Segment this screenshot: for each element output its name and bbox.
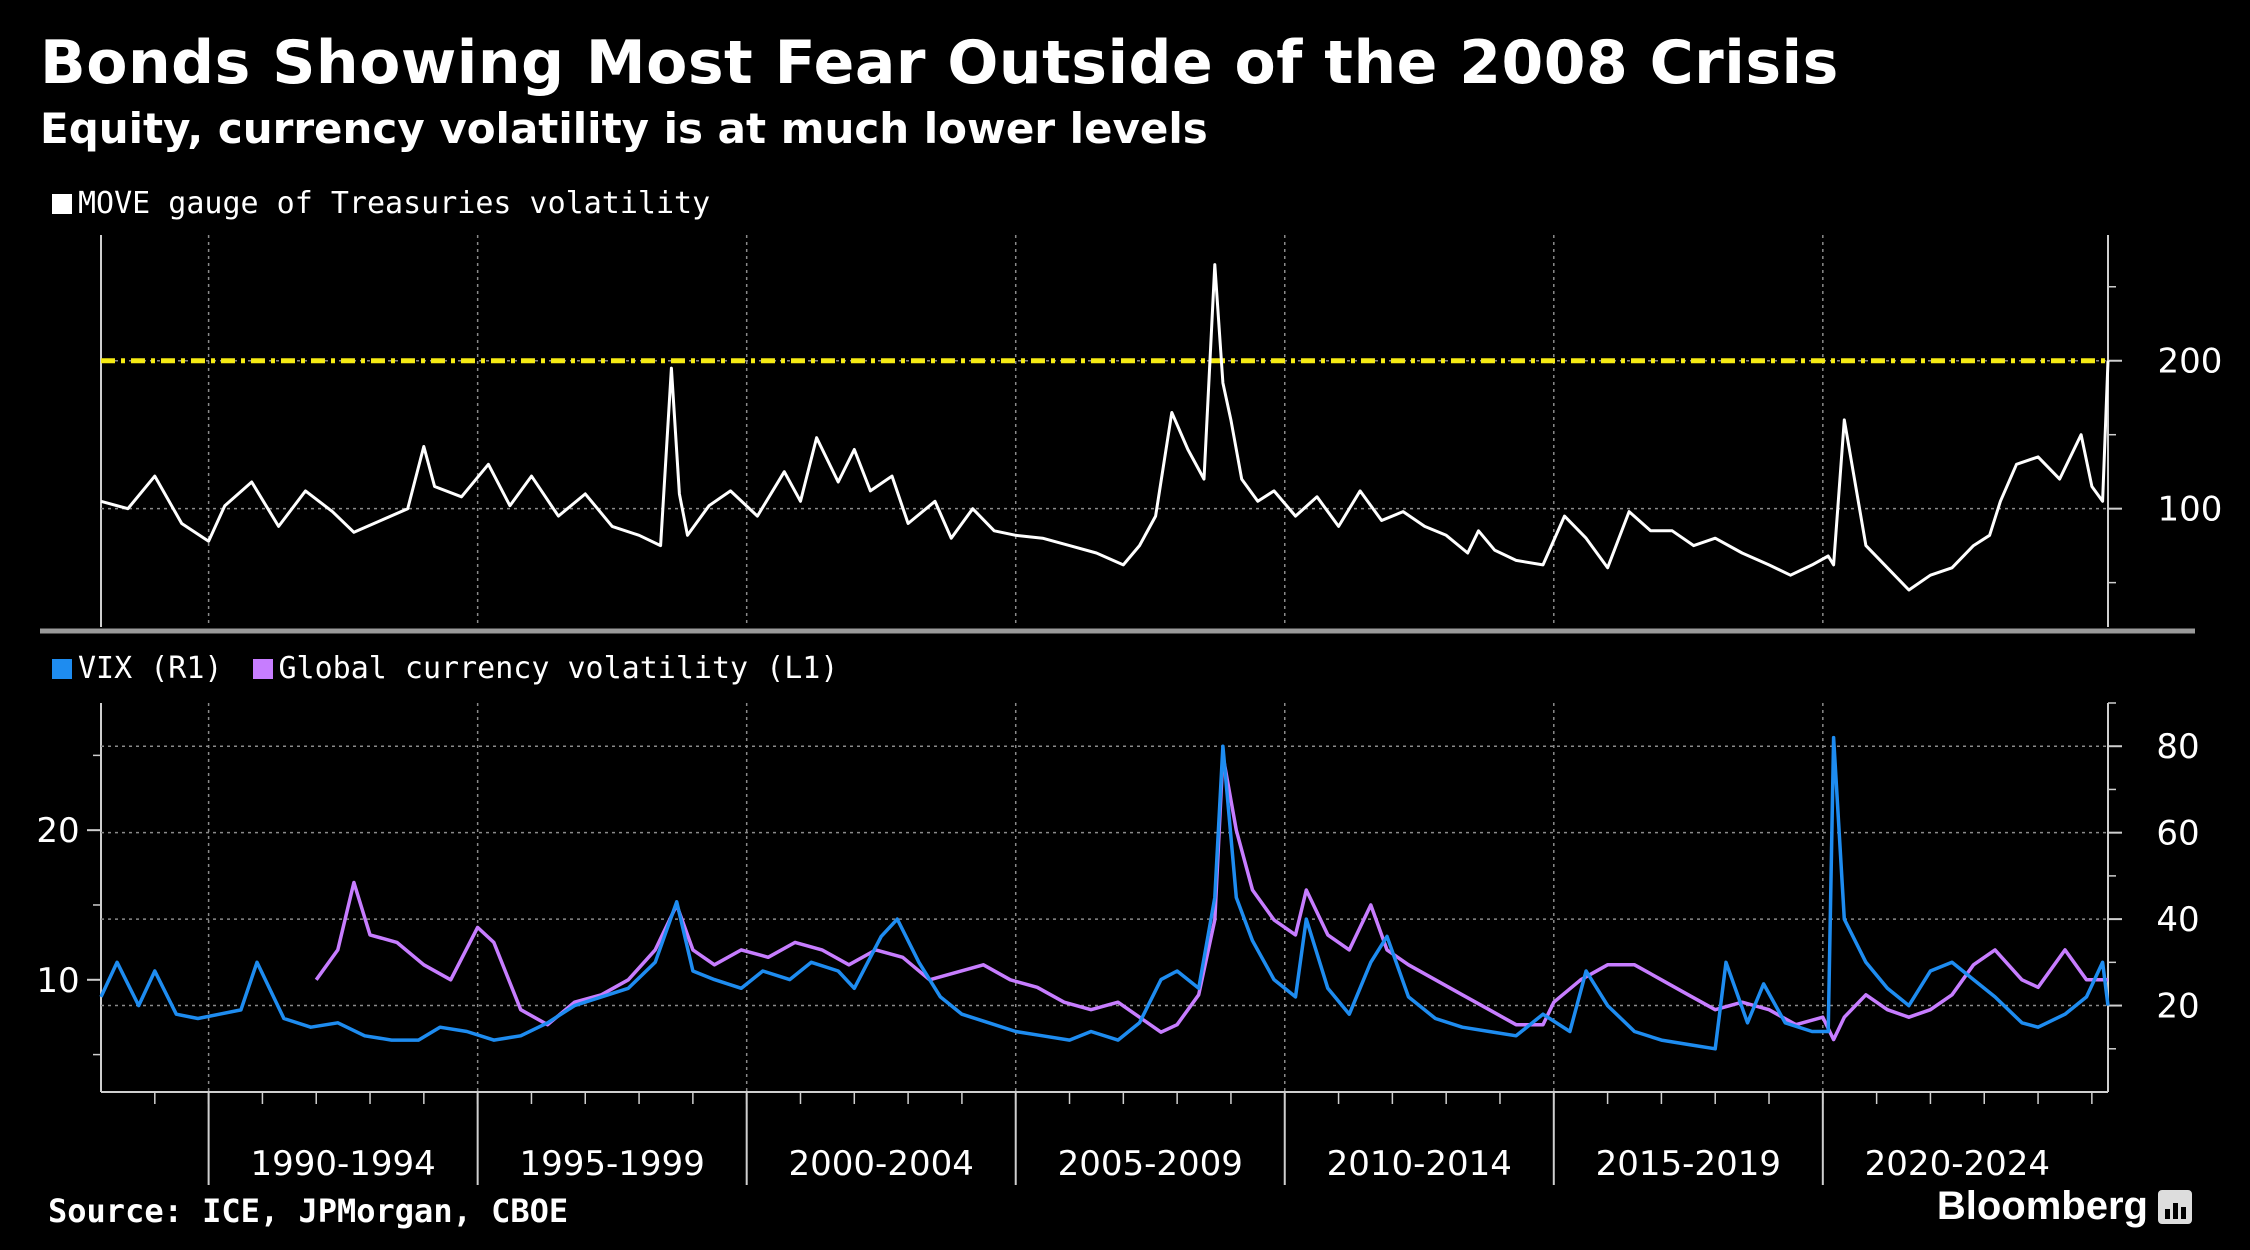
- series-line-currency: [314, 753, 2108, 1042]
- chart-title: Bonds Showing Most Fear Outside of the 2…: [40, 28, 1839, 98]
- x-tick-label: 2005-2009: [1058, 1144, 1243, 1184]
- series-line-vix: [99, 735, 2110, 1051]
- y-tick-label-left: 20: [36, 811, 79, 851]
- legend-label-move: MOVE gauge of Treasuries volatility: [78, 186, 711, 221]
- x-tick-label: 2000-2004: [789, 1144, 974, 1184]
- bloomberg-logo: Bloomberg: [1937, 1184, 2192, 1229]
- legend-bottom: VIX (R1) Global currency volatility (L1): [52, 651, 868, 686]
- legend-swatch-vix: [52, 658, 72, 679]
- source-note: Source: ICE, JPMorgan, CBOE: [48, 1192, 569, 1230]
- legend-swatch-currency: [252, 658, 273, 679]
- y-tick-label-right: 20: [2156, 987, 2199, 1027]
- legend-top: MOVE gauge of Treasuries volatility: [52, 186, 740, 221]
- x-tick-label: 2020-2024: [1865, 1144, 2050, 1184]
- y-tick-label-right: 40: [2156, 900, 2199, 940]
- legend-swatch-move: [52, 193, 72, 214]
- x-tick-label: 1995-1999: [520, 1144, 705, 1184]
- legend-item-vix: VIX (R1): [52, 651, 223, 686]
- y-tick-label-right: 80: [2156, 727, 2199, 767]
- y-tick-label-right: 200: [2158, 342, 2223, 382]
- legend-label-vix: VIX (R1): [78, 651, 223, 686]
- legend-label-currency: Global currency volatility (L1): [278, 651, 839, 686]
- y-tick-label-left: 10: [36, 961, 79, 1001]
- x-tick-label: 2015-2019: [1596, 1144, 1781, 1184]
- legend-item-move: MOVE gauge of Treasuries volatility: [52, 186, 710, 221]
- y-tick-label-right: 60: [2156, 814, 2199, 854]
- series-line-move: [100, 263, 2110, 592]
- brand-name: Bloomberg: [1936, 1184, 2148, 1228]
- y-tick-label-right: 100: [2158, 490, 2223, 530]
- bloomberg-glyph-icon: [2158, 1189, 2192, 1224]
- x-tick-label: 1990-1994: [250, 1144, 435, 1184]
- x-tick-label: 2010-2014: [1327, 1144, 1512, 1184]
- legend-item-currency: Global currency volatility (L1): [252, 651, 839, 686]
- chart-subtitle: Equity, currency volatility is at much l…: [40, 104, 1208, 153]
